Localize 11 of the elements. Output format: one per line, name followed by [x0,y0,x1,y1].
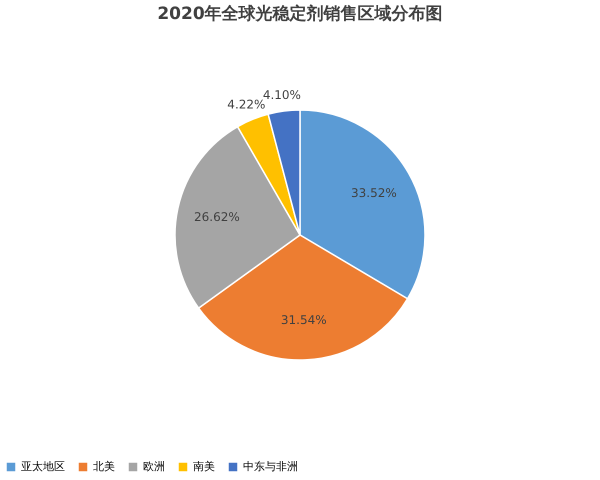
legend-label: 南美 [193,460,215,473]
data-label: 31.54% [280,312,327,327]
legend-label: 中东与非洲 [243,460,298,473]
data-label: 26.62% [194,210,240,224]
legend-label: 亚太地区 [21,460,65,473]
legend-label: 北美 [93,460,115,473]
data-label: 4.22% [227,98,266,112]
chart-title: 2020年全球光稳定剂销售区域分布图 [157,4,443,24]
data-label: 4.10% [262,88,301,102]
data-label: 33.52% [350,186,397,200]
legend-label: 欧洲 [143,460,165,473]
